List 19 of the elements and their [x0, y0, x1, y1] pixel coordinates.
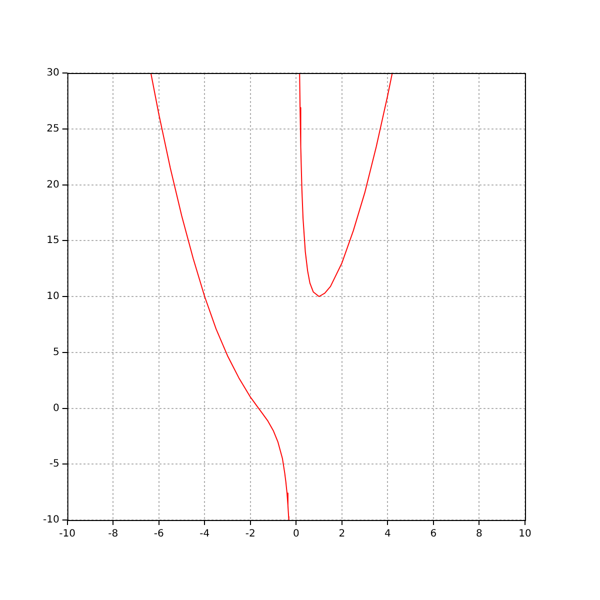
- x-tick-label: 8: [476, 528, 482, 540]
- y-tick-label: -5: [49, 458, 60, 470]
- x-tick-label: 4: [384, 528, 391, 540]
- y-tick-label: 20: [46, 179, 60, 190]
- y-tick-label: 10: [46, 291, 60, 302]
- x-tick-label: 2: [338, 528, 346, 540]
- x-tick-label: -6: [154, 528, 164, 540]
- y-tick-label: 0: [52, 402, 60, 414]
- x-tick-label: 6: [430, 528, 437, 540]
- y-tick-label: -10: [42, 514, 60, 526]
- x-tick-label: -8: [108, 528, 118, 540]
- x-tick-label: -4: [200, 528, 210, 540]
- y-tick-label: 5: [52, 346, 60, 358]
- y-tick-label: 15: [46, 235, 60, 246]
- y-tick-label: 30: [46, 68, 60, 79]
- x-tick-label: 0: [292, 528, 300, 540]
- y-tick-label: 25: [46, 123, 60, 134]
- x-tick-label: -2: [245, 528, 256, 540]
- x-tick-label: 10: [518, 528, 532, 540]
